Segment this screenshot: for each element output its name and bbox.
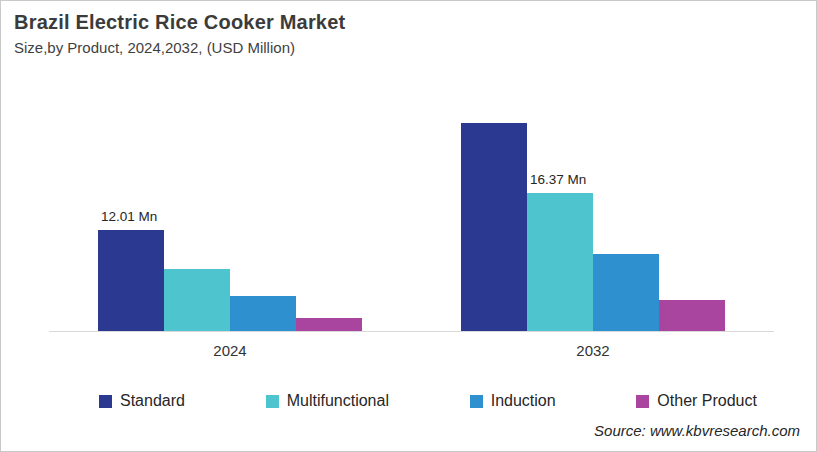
bar-multifunctional-2032 [527,193,593,331]
legend-label: Induction [491,392,556,410]
x-axis-line [49,331,774,332]
bar-other-product-2024 [296,318,362,331]
legend: Standard Multifunctional Induction Other Pr… [99,392,757,410]
legend-label: Other Product [657,392,757,410]
legend-item-standard: Standard [99,392,185,410]
source-credit: Source: www.kbvresearch.com [594,422,800,439]
bar-standard-2024 [98,230,164,331]
bar-multifunctional-2024 [164,269,230,331]
bar-other-product-2032 [659,300,725,331]
x-axis-label-2032: 2032 [461,342,725,359]
legend-swatch-icon [636,395,649,408]
chart-card: Brazil Electric Rice Cooker Market Size,… [0,0,817,452]
bar-induction-2024 [230,296,296,331]
data-label-multifunctional: 16.37 Mn [530,172,586,187]
legend-swatch-icon [470,395,483,408]
plot-area: 12.01 Mn 16.37 Mn 2024 2032 [1,1,817,452]
legend-item-other-product: Other Product [636,392,757,410]
legend-item-multifunctional: Multifunctional [266,392,389,410]
legend-label: Multifunctional [287,392,389,410]
bar-standard-2032 [461,123,527,331]
legend-swatch-icon [266,395,279,408]
data-label-standard: 12.01 Mn [101,209,157,224]
x-axis-label-2024: 2024 [98,342,362,359]
legend-item-induction: Induction [470,392,556,410]
legend-swatch-icon [99,395,112,408]
legend-label: Standard [120,392,185,410]
bar-induction-2032 [593,254,659,331]
